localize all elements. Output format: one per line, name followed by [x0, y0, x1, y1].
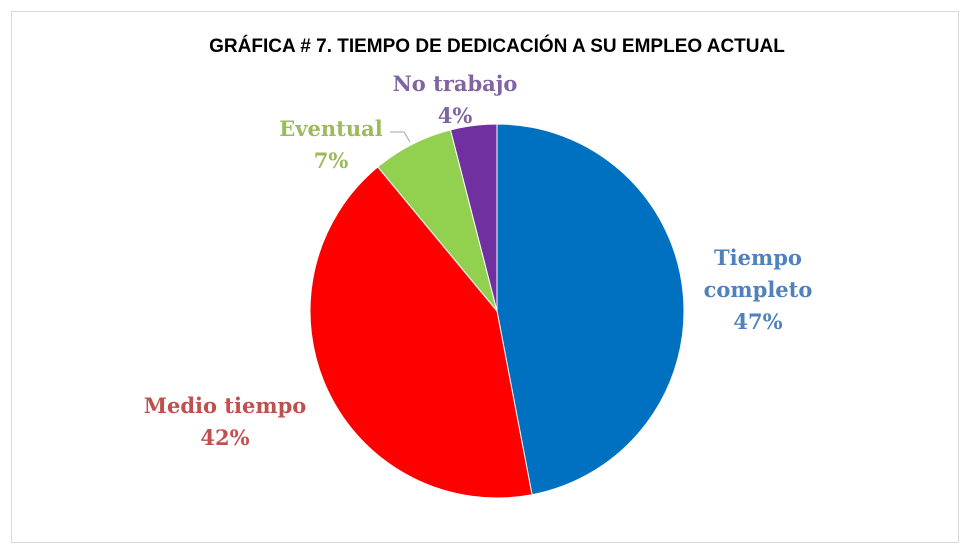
category-label: Tiempo completo	[703, 245, 813, 302]
slice-label: Eventual 7%	[261, 113, 401, 177]
pie-slice	[309, 166, 533, 499]
value-label: 47%	[733, 309, 783, 334]
category-label: No trabajo	[392, 71, 518, 96]
slice-label: Tiempo completo 47%	[683, 242, 833, 338]
pie	[309, 123, 685, 499]
chart-title: GRÁFICA # 7. TIEMPO DE DEDICACIÓN A SU E…	[209, 35, 785, 57]
leader-line	[390, 131, 411, 143]
pie-slice	[496, 123, 685, 496]
value-label: 4%	[437, 103, 473, 128]
value-label: 42%	[200, 425, 250, 450]
category-label: Eventual	[279, 116, 383, 141]
slice-label: No trabajo 4%	[375, 68, 535, 132]
pie-slice	[449, 123, 498, 312]
value-label: 7%	[313, 148, 349, 173]
category-label: Medio tiempo	[143, 393, 307, 418]
slice-label: Medio tiempo 42%	[115, 390, 335, 454]
